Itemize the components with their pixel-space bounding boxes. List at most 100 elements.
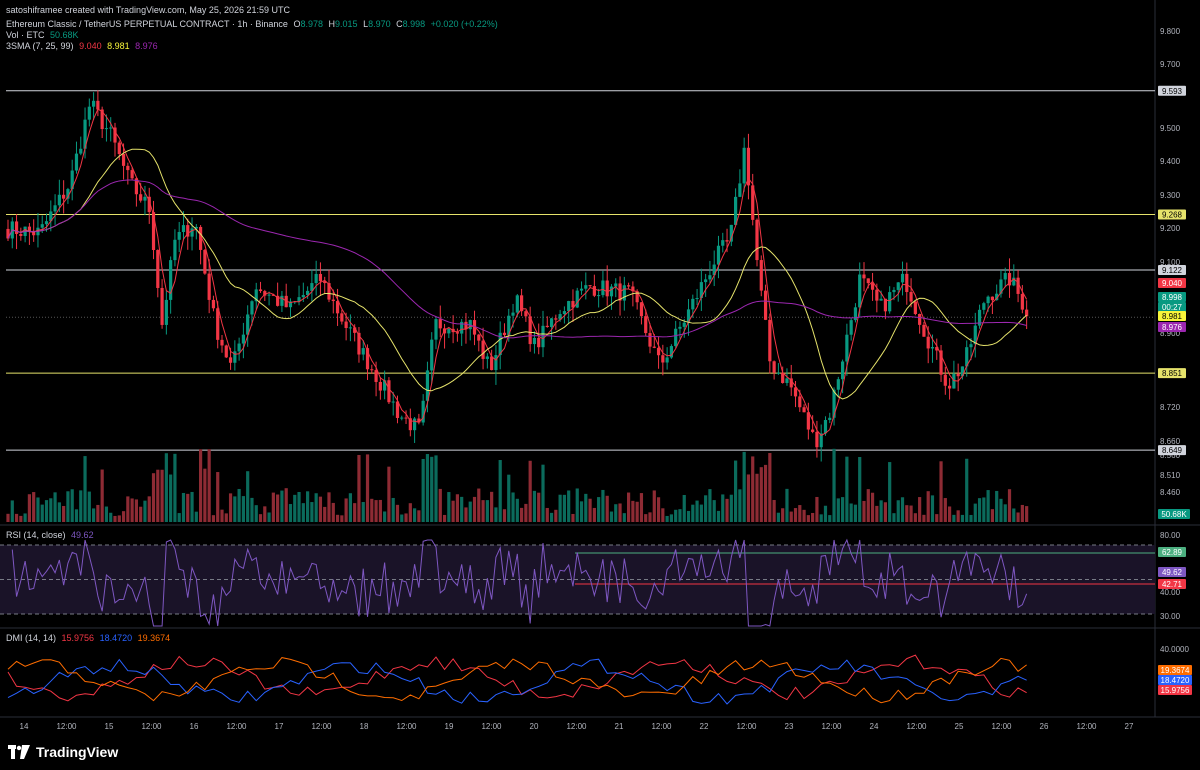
- level-tag-label: 8.851: [1162, 369, 1183, 378]
- open-label: O: [293, 19, 301, 29]
- price-tag-label: 00:27: [1162, 303, 1183, 312]
- candle-body: [121, 154, 126, 166]
- volume-bar: [134, 499, 138, 522]
- sma-label[interactable]: 3SMA (7, 25, 99): [6, 41, 74, 51]
- volume-bar: [404, 513, 408, 522]
- candle-body: [939, 350, 943, 375]
- candle-body: [169, 260, 173, 300]
- volume-bar: [956, 510, 960, 522]
- rsi-axis-label: 30.00: [1160, 612, 1181, 621]
- candle-body: [866, 278, 870, 284]
- volume-bar: [601, 489, 605, 522]
- volume-bar: [288, 504, 293, 522]
- candle-body: [164, 299, 168, 325]
- dmi-adx-value: 15.9756: [61, 633, 95, 643]
- time-axis-label: 12:00: [736, 722, 757, 731]
- candle-body: [280, 295, 284, 306]
- candle-body: [220, 339, 224, 346]
- dmi-legend: DMI (14, 14) 15.9756 18.4720 19.3674: [6, 633, 173, 644]
- candle-body: [845, 334, 849, 362]
- volume-bar: [892, 513, 896, 522]
- sma25-line: [7, 148, 1027, 400]
- candle-body: [100, 109, 104, 130]
- volume-bar: [755, 473, 759, 522]
- volume-bar: [781, 508, 785, 522]
- volume-bar: [400, 514, 404, 522]
- volume-bar: [177, 513, 181, 522]
- candle-body: [160, 287, 164, 325]
- candle-body: [1007, 273, 1012, 286]
- candle-body: [999, 279, 1003, 294]
- candle-body: [387, 380, 391, 403]
- volume-bar: [614, 504, 618, 522]
- volume-tag: [1158, 509, 1190, 519]
- volume-bar: [554, 509, 558, 522]
- candle-body: [14, 221, 19, 234]
- volume-bar: [87, 491, 91, 522]
- volume-bar: [763, 464, 768, 522]
- candle-body: [267, 294, 271, 296]
- volume-bar: [203, 468, 207, 522]
- volume-bar: [228, 493, 233, 522]
- volume-bar: [832, 448, 836, 522]
- candle-body: [258, 289, 263, 292]
- candle-body: [134, 178, 138, 195]
- candle-body: [1025, 309, 1029, 317]
- candle-body: [194, 226, 198, 229]
- volume-bar: [746, 474, 751, 522]
- volume-bar: [481, 500, 485, 522]
- volume-bar: [605, 495, 609, 522]
- candle-body: [609, 286, 614, 297]
- candle-body: [549, 318, 554, 327]
- candle-body: [19, 233, 23, 236]
- candle-body: [186, 225, 190, 237]
- price-axis-label: 8.720: [1160, 403, 1181, 412]
- volume-bar: [301, 503, 305, 522]
- volume-bar: [686, 510, 691, 522]
- volume-bar: [597, 497, 601, 522]
- volume-bar: [53, 492, 57, 522]
- dmi-label[interactable]: DMI (14, 14): [6, 633, 57, 643]
- volume-bar: [395, 504, 400, 522]
- dmi-minus-di-line: [7, 657, 1027, 704]
- volume-bar: [408, 503, 412, 522]
- volume-label[interactable]: Vol · ETC: [6, 30, 45, 40]
- volume-bar: [57, 502, 61, 522]
- candle-body: [374, 370, 378, 382]
- candle-body: [460, 321, 464, 334]
- sma7-line: [7, 108, 1028, 437]
- candle-body: [1020, 293, 1024, 310]
- candle-body: [455, 332, 459, 334]
- candle-body: [558, 314, 562, 320]
- volume-bar: [1016, 512, 1020, 522]
- time-axis-label: 12:00: [141, 722, 162, 731]
- volume-bar: [490, 491, 494, 522]
- time-axis-label: 19: [445, 722, 454, 731]
- candle-body: [545, 325, 549, 327]
- volume-bar: [973, 503, 977, 522]
- symbol-title[interactable]: Ethereum Classic / TetherUS PERPETUAL CO…: [6, 19, 288, 29]
- time-axis-label: 14: [20, 722, 29, 731]
- change-value: +0.020 (+0.22%): [430, 19, 498, 29]
- volume-bar: [952, 514, 956, 522]
- sma99-value: 8.976: [135, 41, 158, 51]
- volume-bar: [113, 515, 117, 522]
- candle-body: [601, 280, 605, 296]
- volume-bar: [421, 458, 425, 522]
- candle-body: [254, 289, 258, 302]
- rsi-tag-label: 49.62: [1162, 568, 1183, 577]
- candle-body: [926, 336, 930, 349]
- volume-bar: [361, 502, 365, 522]
- volume-bar: [798, 505, 802, 522]
- volume-bar: [858, 457, 862, 522]
- close-value: 8.998: [402, 19, 426, 29]
- candle-body: [785, 378, 789, 383]
- volume-legend: Vol · ETC 50.68K: [6, 30, 82, 41]
- volume-bar: [378, 499, 382, 522]
- candle-body: [806, 412, 810, 430]
- volume-bar: [49, 498, 53, 522]
- rsi-label[interactable]: RSI (14, close): [6, 530, 66, 540]
- candle-body: [644, 316, 648, 334]
- candle-body: [721, 240, 725, 246]
